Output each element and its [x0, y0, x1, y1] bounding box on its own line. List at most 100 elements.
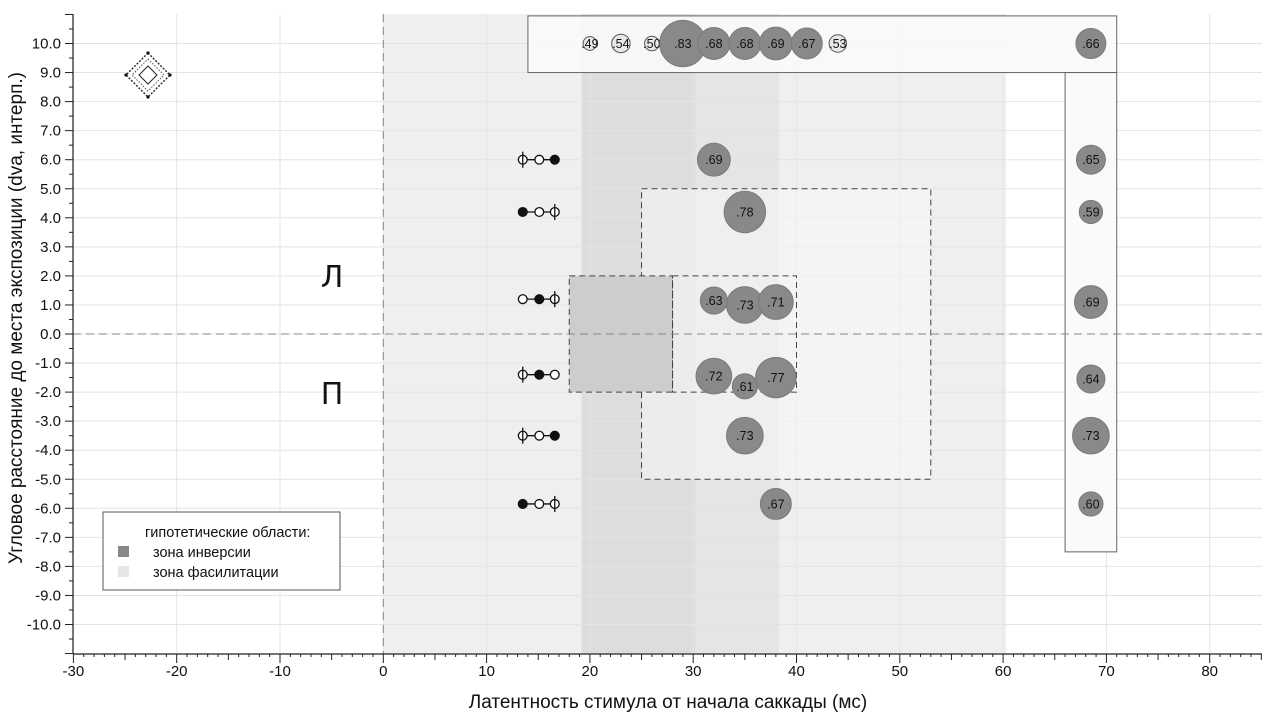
bubble-label: .72 — [705, 370, 722, 384]
legend-title: гипотетические области: — [145, 525, 310, 541]
fixation-diamond-icon — [124, 51, 172, 99]
y-tick-label: -10.0 — [27, 617, 61, 634]
x-tick-label: 30 — [685, 663, 702, 680]
bubble-label: .69 — [705, 153, 722, 167]
bubble — [757, 284, 794, 320]
side-label-right: П — [321, 377, 344, 412]
bubble-label: .66 — [1082, 37, 1099, 51]
bubble — [1073, 285, 1108, 319]
bubble-label: .67 — [798, 37, 815, 51]
y-tick-label: 9.0 — [40, 65, 61, 82]
bubble — [611, 33, 631, 54]
bubble-label: .61 — [736, 380, 753, 394]
y-tick-label: -9.0 — [35, 587, 61, 604]
bubble-label: .49 — [581, 37, 598, 51]
x-tick-label: 60 — [995, 663, 1012, 680]
y-tick-label: 1.0 — [40, 297, 61, 314]
y-tick-label: 10.0 — [32, 36, 61, 53]
bubble — [582, 36, 598, 51]
bubble-label: .60 — [1082, 497, 1099, 511]
glyph-dot-empty — [549, 369, 560, 380]
x-tick-label: -20 — [166, 663, 188, 680]
bubble — [1075, 144, 1106, 175]
glyph-dot-filled — [517, 498, 528, 509]
bubble-label: .63 — [705, 294, 722, 308]
legend: гипотетические области: зона инверсии зо… — [102, 511, 341, 591]
side-label-left: Л — [321, 260, 344, 295]
bubble — [759, 487, 792, 520]
bubble-label: .69 — [767, 37, 784, 51]
y-tick-label: 6.0 — [40, 152, 61, 169]
legend-label-facilitation: зона фасилитации — [153, 565, 279, 581]
x-axis-title: Латентность стимула от начала саккады (м… — [469, 692, 868, 713]
bubble-label: .65 — [1082, 153, 1099, 167]
y-tick-label: 7.0 — [40, 123, 61, 140]
glyph-dot-empty — [517, 294, 528, 305]
axes: -30 -20 -10 0 10 20 30 40 50 60 70 80 10.0 9.0 8.0 7.0 6… — [27, 13, 1262, 680]
y-tick-label: 0.0 — [40, 326, 61, 343]
x-tick-label: 80 — [1201, 663, 1218, 680]
glyph-dot-filled — [517, 206, 528, 218]
bubble — [1078, 199, 1104, 225]
glyph-dot-filled — [549, 154, 560, 165]
glyph-dot-filled — [549, 430, 560, 441]
x-tick-label: 20 — [582, 663, 599, 680]
bubble-label: .73 — [736, 429, 753, 443]
y-tick-label: 3.0 — [40, 239, 61, 256]
y-tick-label: -2.0 — [35, 384, 61, 401]
glyph-dot-filled — [534, 369, 545, 380]
x-tick-label: 0 — [379, 663, 387, 680]
bubble-label: .73 — [1082, 429, 1099, 443]
y-tick-label: -8.0 — [35, 558, 61, 575]
bubble-label: .59 — [1082, 205, 1099, 219]
x-tick-label: -30 — [63, 663, 85, 680]
x-tick-label: 40 — [788, 663, 805, 680]
bubble-label: .54 — [612, 37, 629, 51]
legend-swatch-facilitation — [118, 566, 129, 577]
glyph-dot-empty — [534, 498, 545, 509]
y-tick-label: 8.0 — [40, 94, 61, 111]
y-tick-label: -1.0 — [35, 355, 61, 372]
bubble-label: .78 — [736, 205, 753, 219]
legend-box — [102, 511, 341, 591]
bubble — [696, 142, 731, 177]
bubble — [1072, 416, 1110, 455]
x-tick-label: 10 — [478, 663, 495, 680]
glyph-dot-empty — [534, 430, 545, 441]
bubble — [1075, 28, 1107, 59]
bubble — [695, 357, 733, 395]
y-tick-label: 2.0 — [40, 268, 61, 285]
bubble — [726, 416, 764, 455]
legend-label-inversion: зона инверсии — [153, 545, 251, 561]
bubble-label: .71 — [767, 296, 784, 310]
x-tick-label: 70 — [1098, 663, 1115, 680]
y-tick-label: 4.0 — [40, 210, 61, 227]
bubble-series: .49 .54 .50 .83 .68 .68 .69 .67 .53 .66 .69 .65 .78.… — [581, 19, 1110, 520]
stimulus-glyphs — [517, 151, 560, 512]
bubble-label: .68 — [736, 37, 753, 51]
glyph-dot-empty — [534, 206, 545, 218]
bubble-label: .68 — [705, 37, 722, 51]
y-tick-label: -5.0 — [35, 471, 61, 488]
y-tick-label: -4.0 — [35, 442, 61, 459]
bubble — [755, 356, 797, 399]
bubble — [644, 35, 660, 52]
reference-lines — [73, 14, 1262, 654]
bubble — [790, 27, 823, 60]
glyph-dot-filled — [534, 294, 545, 305]
y-tick-label: -3.0 — [35, 413, 61, 430]
bubble-label: .69 — [1082, 296, 1099, 310]
bubble-label: .67 — [767, 497, 784, 511]
bubble-label: .50 — [643, 37, 660, 51]
y-tick-label: 5.0 — [40, 181, 61, 198]
y-tick-label: -7.0 — [35, 529, 61, 546]
bubble-label: .64 — [1082, 373, 1099, 387]
y-axis-title: Угловое расстояние до места экспозиции (… — [6, 72, 27, 564]
x-tick-label: 50 — [891, 663, 908, 680]
bubble-label: .53 — [829, 37, 846, 51]
y-tick-label: -6.0 — [35, 500, 61, 517]
legend-swatch-inversion — [118, 546, 129, 557]
bubble — [828, 34, 848, 53]
bubble — [1078, 491, 1104, 517]
